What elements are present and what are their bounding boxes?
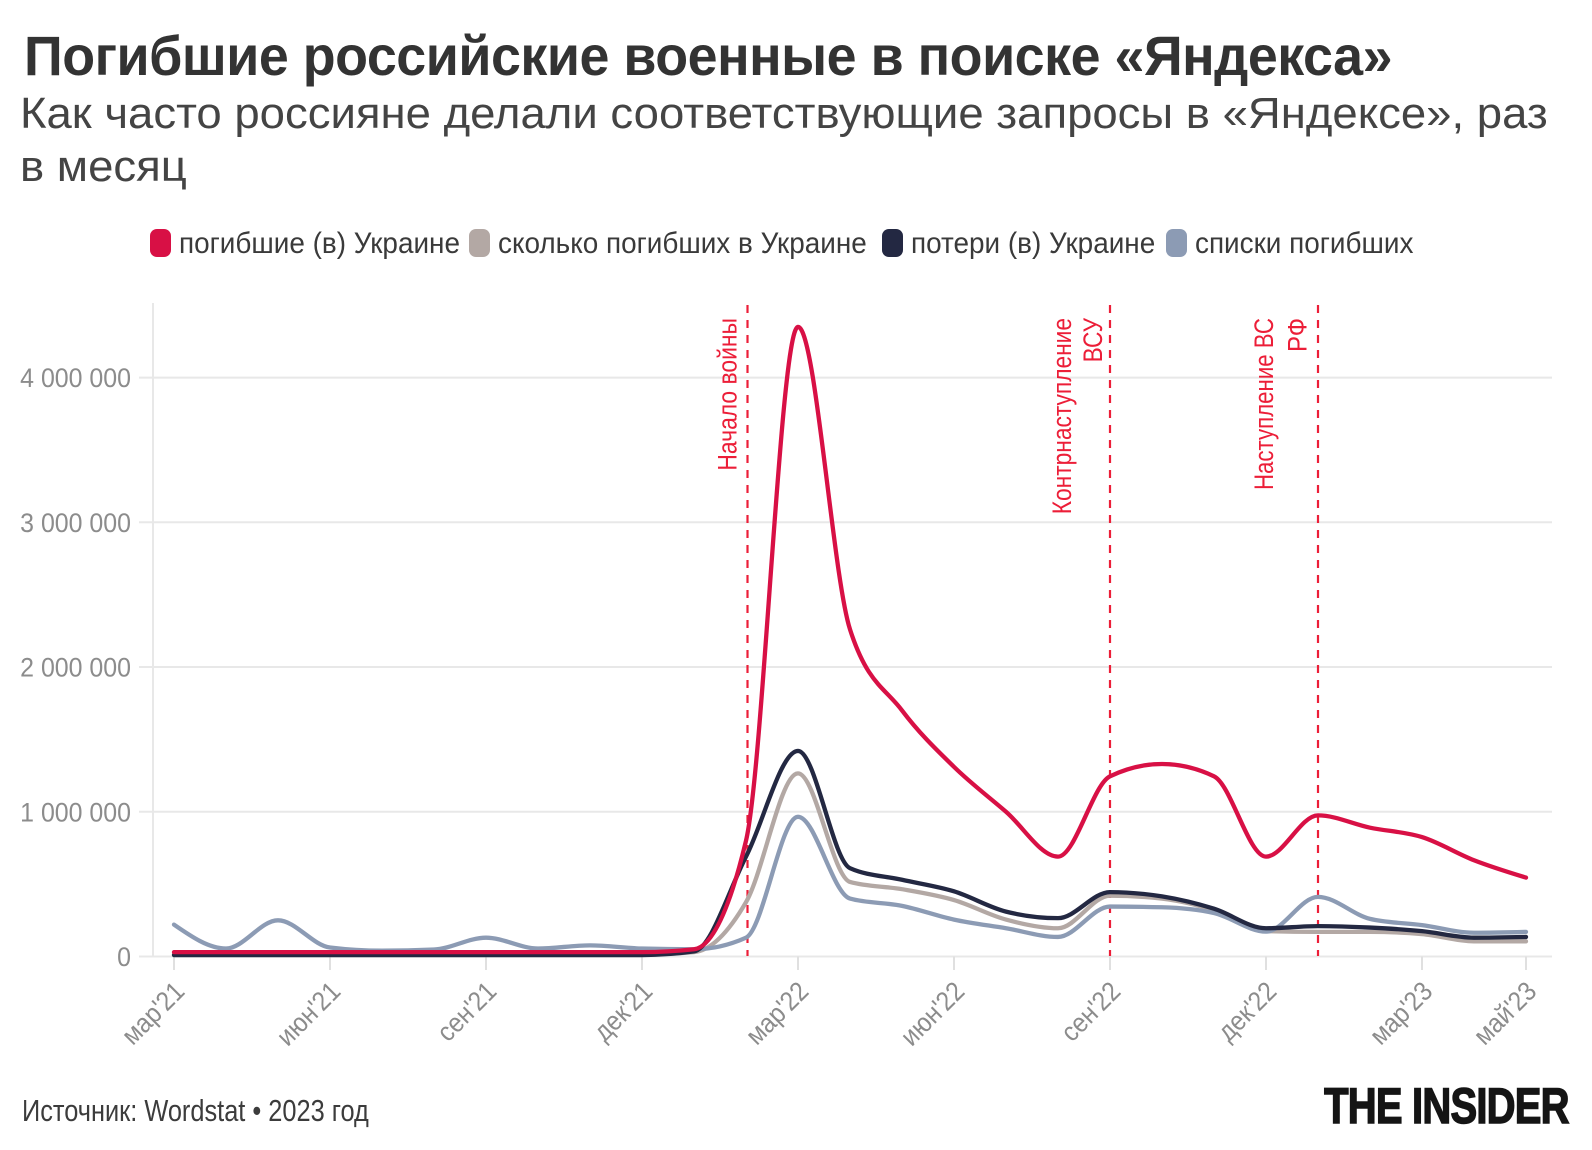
svg-text:Контрнаступление: Контрнаступление — [1048, 318, 1077, 514]
svg-text:4 000 000: 4 000 000 — [20, 362, 131, 393]
svg-text:мар'21: мар'21 — [116, 977, 190, 1051]
svg-text:мар'22: мар'22 — [740, 977, 814, 1051]
svg-text:0: 0 — [117, 941, 131, 972]
svg-text:2 000 000: 2 000 000 — [20, 652, 131, 683]
svg-text:июн'22: июн'22 — [895, 977, 970, 1052]
svg-text:Начало войны: Начало войны — [714, 318, 743, 471]
svg-text:сен'22: сен'22 — [1056, 977, 1127, 1048]
svg-text:сен'21: сен'21 — [432, 977, 503, 1048]
svg-text:Наступление ВС: Наступление ВС — [1250, 318, 1279, 490]
svg-text:мар'23: мар'23 — [1364, 977, 1438, 1051]
svg-text:дек'22: дек'22 — [1212, 977, 1282, 1047]
svg-text:дек'21: дек'21 — [588, 977, 658, 1047]
svg-text:1 000 000: 1 000 000 — [20, 796, 131, 827]
svg-text:июн'21: июн'21 — [271, 977, 346, 1052]
svg-text:РФ: РФ — [1283, 318, 1312, 352]
svg-text:ВСУ: ВСУ — [1079, 318, 1108, 363]
svg-text:3 000 000: 3 000 000 — [20, 507, 131, 538]
svg-text:май'23: май'23 — [1468, 977, 1542, 1051]
